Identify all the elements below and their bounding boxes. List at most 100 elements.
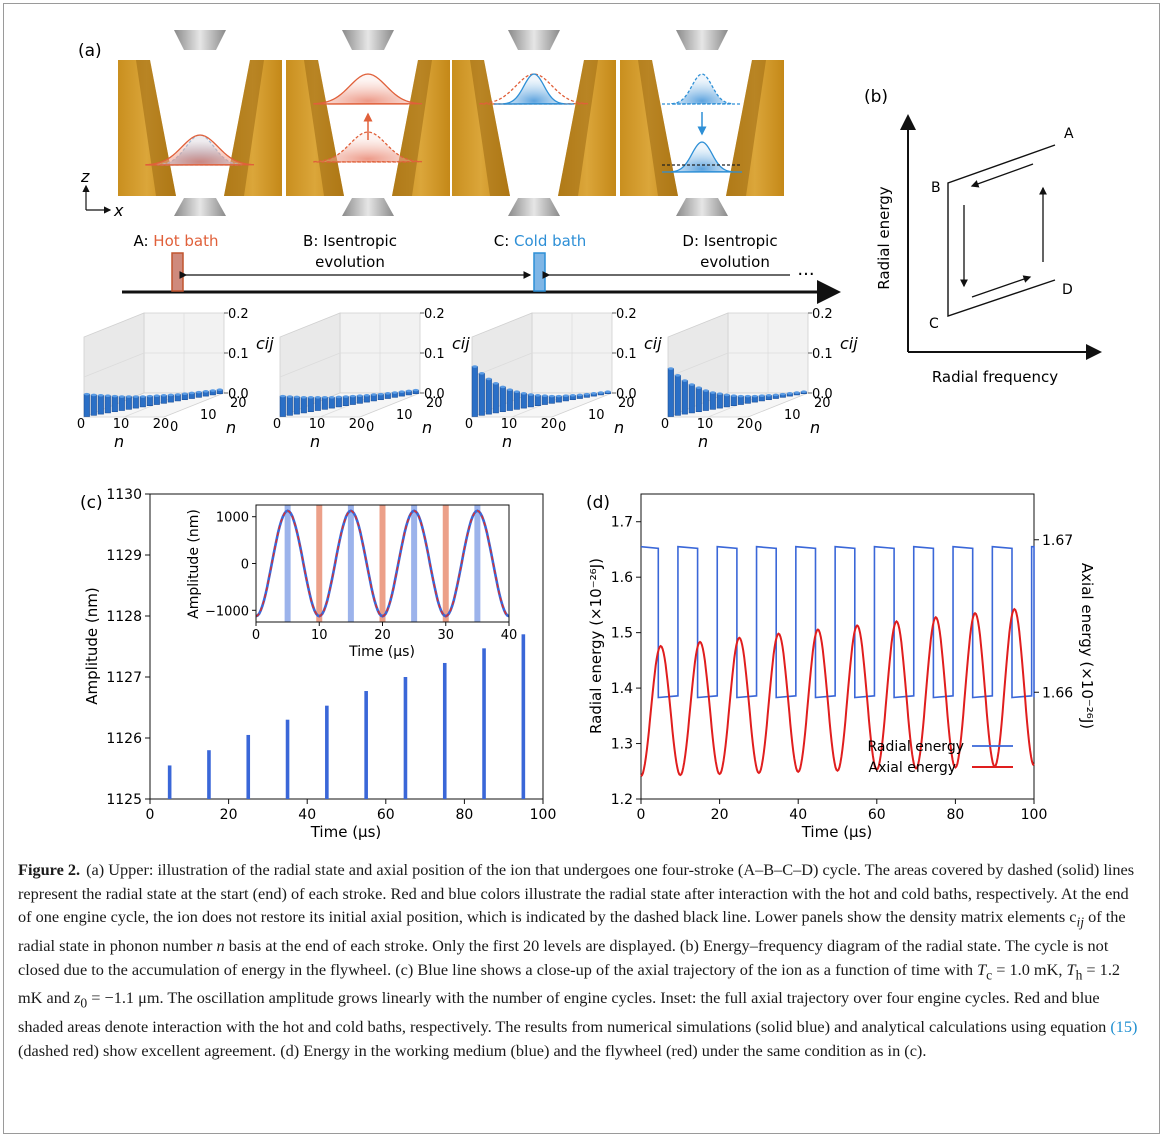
diag-bar-top — [168, 393, 174, 397]
y-tick-label: 20 — [618, 396, 635, 411]
figure-2: (a) (b) (c) (d) z x A: Hot bath B: Isent… — [77, 30, 1102, 841]
diag-bar-top — [605, 390, 611, 394]
diag-bar — [709, 392, 716, 410]
z-axis-label: cij — [256, 334, 274, 353]
y-tick-label: 1.5 — [611, 626, 633, 642]
x-tick-label: 0 — [661, 417, 669, 432]
inset-y-tick-label: 0 — [241, 558, 249, 573]
x-axis-label: n — [502, 432, 512, 451]
y-tick-label: 10 — [200, 408, 217, 423]
diag-bar-top — [378, 392, 384, 396]
z-tick-label: 0.1 — [228, 347, 249, 362]
diag-bar-top — [315, 396, 321, 399]
radial-state-distribution — [313, 131, 423, 163]
z-tick-label: 0.1 — [616, 347, 637, 362]
diag-bar-top — [549, 394, 555, 398]
y-tick-label: 1.6 — [611, 570, 633, 586]
diag-bar — [499, 386, 506, 413]
x-axis-label: n — [698, 432, 708, 451]
caption-th: T — [1066, 959, 1076, 979]
y-tick-label: 0 — [754, 420, 762, 435]
inset-x-tick-label: 40 — [501, 628, 518, 643]
diag-bar-top — [787, 392, 793, 395]
x-tick-label: 20 — [737, 417, 754, 432]
x-axis-label: n — [114, 432, 124, 451]
y-tick-label: 1130 — [106, 487, 142, 503]
figure-caption: Figure 2. (a) Upper: illustration of the … — [18, 858, 1146, 1063]
caption-z0-val: = −1.1 μm. The oscillation amplitude gro… — [18, 988, 1111, 1037]
chart-c-frame — [149, 493, 544, 800]
stroke-b-label-2: evolution — [315, 253, 385, 271]
radial-state-distribution — [479, 73, 589, 105]
chart-d-frame — [640, 493, 1035, 800]
radial-state-distribution — [503, 73, 565, 105]
amplitude-bar — [364, 691, 368, 799]
caption-text-2: of the radial state in phonon number — [18, 907, 1126, 956]
diag-bar — [321, 397, 328, 410]
z-tick-label: 0.0 — [424, 387, 445, 402]
diag-bar-top — [371, 393, 377, 396]
grid-line — [707, 313, 769, 418]
diag-bar-top — [217, 388, 223, 392]
chart-d-legend: Radial energy Axial energy — [868, 739, 1013, 776]
radial-state-distribution — [313, 73, 423, 105]
diag-bar — [90, 394, 97, 416]
stroke-a-b-arrow — [970, 163, 1034, 188]
cold-bath-shade — [474, 505, 481, 622]
x-tick-label: 0 — [77, 417, 85, 432]
diag-bar — [307, 397, 314, 413]
x-tick-label: 20 — [711, 807, 729, 823]
z-tick-label: 0.0 — [228, 387, 249, 402]
y-tick-label: 1129 — [106, 548, 142, 564]
diag-bar — [132, 396, 139, 409]
caption-text-3: basis at the end of each stroke. Only th… — [18, 936, 1109, 979]
diag-bar-top — [472, 365, 478, 368]
diag-bar-top — [392, 391, 398, 394]
diag-bar — [293, 396, 300, 415]
caption-text-4: (dashed red) show excellent agreement. (… — [18, 1040, 927, 1060]
hot-bath-shade — [379, 505, 386, 622]
y-tick-label: 1.4 — [611, 681, 633, 697]
diag-bar — [97, 395, 104, 415]
diag-bar-top — [570, 394, 576, 397]
diag-bar — [139, 396, 146, 408]
x-tick-label: 10 — [309, 417, 326, 432]
chart-c-xlabel: Time (μs) — [310, 823, 382, 841]
legend-radial-label: Radial energy — [868, 739, 964, 755]
amplitude-bar — [482, 648, 486, 799]
diag-bar — [286, 396, 293, 416]
diag-bar-top — [112, 394, 118, 398]
diag-bar-top — [357, 394, 363, 398]
y-tick-label: 20 — [230, 396, 247, 411]
cold-bath-block — [533, 252, 546, 292]
diag-bar — [104, 395, 111, 414]
axis-indicator: z x — [80, 167, 124, 220]
diag-bar-top — [301, 396, 307, 399]
panel-c-label: (c) — [80, 493, 103, 513]
diag-bar-top — [724, 393, 730, 397]
diag-bar — [541, 395, 548, 405]
diag-bar-top — [147, 394, 153, 398]
y-tick-label: 0 — [558, 420, 566, 435]
stroke-c-d-arrow — [971, 275, 1032, 298]
inset-ylabel: Amplitude (nm) — [186, 509, 202, 619]
x-tick-label: 0 — [637, 807, 646, 823]
amplitude-bar — [167, 765, 172, 799]
x-tick-label: 20 — [153, 417, 170, 432]
inset-x-tick-label: 0 — [252, 628, 260, 643]
y-tick-label: 1127 — [106, 670, 142, 686]
diag-bar — [279, 395, 286, 417]
stroke-timeline: A: Hot bath B: Isentropic evolution C: C… — [122, 232, 841, 304]
diag-bar — [716, 393, 723, 409]
equation-link[interactable]: (15) — [1110, 1017, 1138, 1037]
y-tick-label: 20 — [426, 396, 443, 411]
axial-energy-line — [640, 607, 1035, 777]
diag-bar — [342, 396, 349, 407]
diag-bar-top — [140, 395, 146, 398]
x-tick-label: 10 — [501, 417, 518, 432]
left-electrode-shade — [470, 60, 510, 196]
diag-bar — [111, 395, 118, 413]
